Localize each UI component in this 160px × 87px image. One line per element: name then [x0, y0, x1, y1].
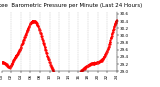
Text: Milwaukee  Barometric Pressure per Minute (Last 24 Hours): Milwaukee Barometric Pressure per Minute…	[0, 3, 142, 8]
